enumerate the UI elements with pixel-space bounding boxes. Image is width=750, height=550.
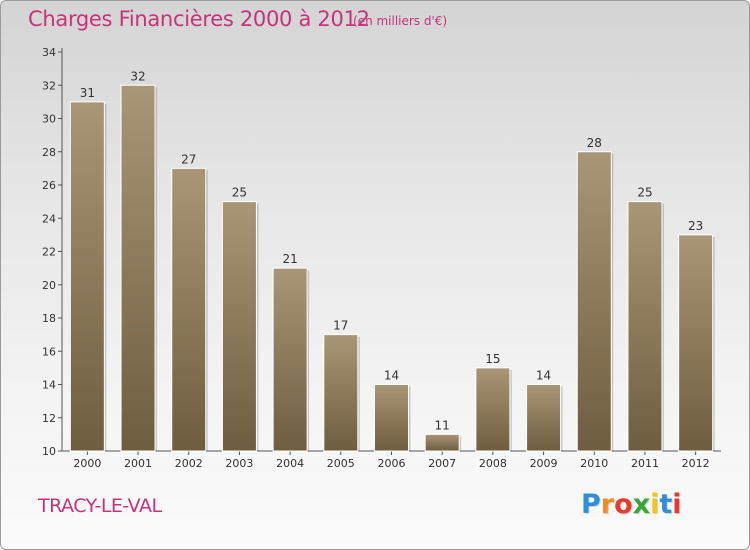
bar-value-label: 15 bbox=[485, 352, 500, 366]
bar-2009 bbox=[526, 384, 562, 452]
y-tick-label: 10 bbox=[42, 445, 56, 458]
x-tick-label: 2007 bbox=[428, 457, 456, 470]
x-tick-label: 2010 bbox=[580, 457, 608, 470]
logo-letter: P bbox=[581, 489, 601, 520]
bar-value-label: 23 bbox=[688, 219, 703, 233]
x-tick-label: 2001 bbox=[124, 457, 152, 470]
y-tick-label: 16 bbox=[42, 345, 56, 358]
chart-title: Charges Financières 2000 à 2012 bbox=[28, 7, 370, 31]
y-tick-label: 26 bbox=[42, 179, 56, 192]
y-tick-label: 22 bbox=[42, 246, 56, 259]
bar-value-label: 17 bbox=[333, 319, 348, 333]
bar-2001 bbox=[120, 84, 156, 452]
proxiti-logo: Proxiti bbox=[581, 489, 682, 520]
y-tick-label: 30 bbox=[42, 113, 56, 126]
logo-letter: i bbox=[672, 489, 682, 520]
bar-2012 bbox=[678, 234, 714, 452]
x-tick-label: 2004 bbox=[276, 457, 304, 470]
bar-value-label: 21 bbox=[282, 252, 297, 266]
bar-2003 bbox=[221, 201, 257, 452]
city-name: TRACY-LE-VAL bbox=[38, 495, 162, 517]
y-tick-label: 34 bbox=[42, 46, 56, 59]
logo-letter: i bbox=[650, 489, 660, 520]
bar-value-label: 11 bbox=[435, 418, 450, 432]
x-tick-label: 2012 bbox=[682, 457, 710, 470]
x-tick-label: 2006 bbox=[378, 457, 406, 470]
bar-value-label: 28 bbox=[587, 136, 602, 150]
x-tick-label: 2008 bbox=[479, 457, 507, 470]
bar-value-label: 32 bbox=[130, 69, 145, 83]
x-tick-label: 2002 bbox=[175, 457, 203, 470]
bar-2008 bbox=[475, 367, 511, 452]
x-tick-label: 2003 bbox=[225, 457, 253, 470]
bar-value-label: 14 bbox=[384, 369, 399, 383]
x-tick-label: 2009 bbox=[530, 457, 558, 470]
bar-2004 bbox=[272, 267, 308, 452]
x-tick-label: 2011 bbox=[631, 457, 659, 470]
x-tick-label: 2005 bbox=[327, 457, 355, 470]
bar-2002 bbox=[171, 167, 207, 452]
x-tick-label: 2000 bbox=[73, 457, 101, 470]
y-tick-label: 20 bbox=[42, 279, 56, 292]
y-tick-label: 24 bbox=[42, 212, 56, 225]
logo-letter: r bbox=[600, 489, 615, 520]
bar-2005 bbox=[323, 334, 359, 452]
bar-2006 bbox=[374, 384, 409, 452]
y-tick-label: 14 bbox=[42, 379, 56, 392]
bar-value-label: 14 bbox=[536, 369, 551, 383]
y-tick-label: 28 bbox=[42, 146, 56, 159]
bar-2011 bbox=[627, 201, 663, 452]
logo-letter: t bbox=[659, 489, 673, 520]
y-tick-label: 12 bbox=[42, 412, 56, 425]
bar-value-label: 27 bbox=[181, 152, 196, 166]
logo-letter: o bbox=[614, 489, 633, 520]
bar-value-label: 25 bbox=[637, 186, 652, 200]
bar-2000 bbox=[69, 101, 105, 452]
y-tick-label: 32 bbox=[42, 79, 56, 92]
chart-subtitle: (en milliers d'€) bbox=[353, 14, 448, 28]
bar-value-label: 31 bbox=[80, 86, 95, 100]
bar-2010 bbox=[576, 151, 612, 452]
y-tick-label: 18 bbox=[42, 312, 56, 325]
logo-letter: x bbox=[632, 489, 651, 520]
bar-2007 bbox=[424, 433, 460, 452]
bar-value-label: 25 bbox=[232, 186, 247, 200]
